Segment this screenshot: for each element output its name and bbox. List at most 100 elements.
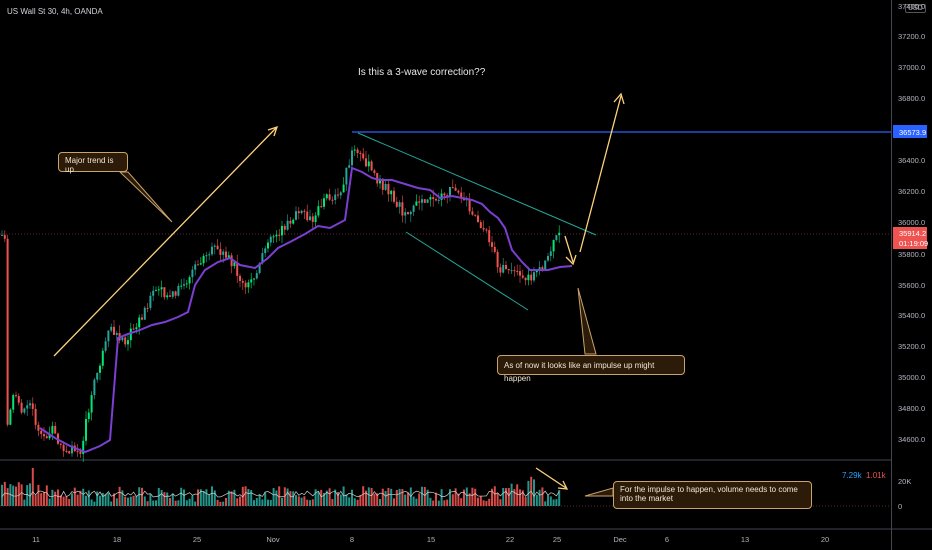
candle-body bbox=[225, 251, 227, 258]
candle-body bbox=[177, 285, 180, 296]
volume-note[interactable]: For the impulse to happen, volume needs … bbox=[613, 481, 812, 509]
volume-bar bbox=[300, 497, 303, 506]
candle-body bbox=[141, 317, 143, 320]
candle-body bbox=[314, 215, 317, 222]
candle-body bbox=[367, 161, 370, 167]
volume-bars-group bbox=[1, 467, 561, 506]
channel-upper-line[interactable] bbox=[357, 132, 597, 236]
channel-lower-line[interactable] bbox=[405, 231, 529, 311]
volume-bar bbox=[87, 490, 90, 506]
volume-bar bbox=[482, 500, 485, 506]
volume-bar bbox=[85, 495, 87, 506]
candle-body bbox=[20, 402, 23, 413]
volume-bar bbox=[558, 490, 561, 506]
price-tick: 34600.0 bbox=[898, 435, 926, 444]
volume-bar bbox=[104, 493, 107, 506]
candle-body bbox=[160, 287, 163, 290]
volume-bar bbox=[376, 493, 379, 506]
time-tick: Dec bbox=[613, 535, 627, 544]
volume-bar bbox=[149, 493, 152, 506]
candle-body bbox=[174, 291, 177, 296]
candle-body bbox=[323, 198, 325, 207]
volume-bar bbox=[454, 488, 457, 506]
candle-body bbox=[213, 245, 216, 247]
candle-body bbox=[306, 211, 309, 221]
price-tick: 35800.0 bbox=[898, 250, 926, 259]
time-tick: 15 bbox=[426, 535, 436, 544]
volume-bar bbox=[446, 499, 449, 506]
trend-note[interactable]: Major trend is up bbox=[58, 152, 128, 174]
title-question: Is this a 3-wave correction?? bbox=[358, 67, 486, 78]
volume-bar bbox=[194, 501, 197, 506]
volume-arrow[interactable] bbox=[535, 467, 569, 490]
dip-arrow[interactable] bbox=[564, 235, 577, 266]
candle-body bbox=[524, 277, 527, 281]
volume-bar bbox=[421, 486, 423, 506]
candle-body bbox=[443, 193, 446, 196]
candle-body bbox=[320, 206, 323, 208]
volume-bar bbox=[320, 489, 323, 506]
trend-arrow[interactable] bbox=[53, 125, 279, 357]
volume-bar bbox=[141, 487, 143, 506]
price-tick: 36200.0 bbox=[898, 187, 926, 196]
candle-body bbox=[345, 167, 348, 185]
candle-body bbox=[541, 267, 544, 270]
volume-bar bbox=[505, 488, 507, 506]
volume-bar bbox=[124, 496, 127, 506]
time-tick: 8 bbox=[349, 535, 355, 544]
candle-body bbox=[325, 194, 328, 199]
currency-button[interactable]: USD bbox=[905, 4, 926, 13]
candle-body bbox=[211, 246, 213, 255]
candle-body bbox=[241, 280, 244, 283]
candle-body bbox=[474, 214, 477, 216]
volume-bar bbox=[169, 498, 171, 506]
volume-bar bbox=[499, 499, 502, 506]
candle-body bbox=[255, 273, 258, 279]
candle-body bbox=[485, 229, 488, 231]
candle-body bbox=[76, 451, 79, 453]
candle-body bbox=[253, 278, 255, 280]
last-price-tag-bg bbox=[893, 227, 927, 249]
volume-bar bbox=[513, 489, 516, 506]
candle-body bbox=[129, 328, 132, 341]
volume-bar bbox=[68, 499, 71, 506]
price-tick: 34800.0 bbox=[898, 404, 926, 413]
candle-body bbox=[499, 267, 502, 273]
candle-body bbox=[34, 408, 37, 425]
candle-body bbox=[362, 153, 365, 159]
candle-body bbox=[222, 251, 225, 255]
impulse-arrow[interactable] bbox=[579, 92, 625, 253]
candle-body bbox=[269, 236, 272, 243]
volume-bar bbox=[93, 501, 96, 506]
candles-group bbox=[1, 145, 561, 462]
candle-body bbox=[96, 372, 99, 380]
candle-body bbox=[99, 365, 101, 373]
candle-body bbox=[429, 197, 432, 200]
volume-bar bbox=[311, 499, 314, 506]
candle-body bbox=[31, 403, 34, 409]
candle-body bbox=[85, 418, 87, 441]
volume-bar bbox=[451, 494, 454, 506]
candle-body bbox=[415, 201, 418, 206]
candle-body bbox=[43, 434, 45, 437]
candle-body bbox=[135, 327, 138, 330]
candle-body bbox=[505, 264, 507, 269]
volume-bar bbox=[538, 489, 541, 506]
volume-bar bbox=[353, 498, 356, 506]
candle-body bbox=[152, 290, 155, 296]
volume-bar bbox=[26, 485, 29, 506]
volume-bar bbox=[544, 501, 547, 506]
candle-body bbox=[101, 350, 104, 366]
volume-bar bbox=[519, 489, 521, 506]
symbol-header: US Wall St 30, 4h, OANDA bbox=[7, 7, 103, 16]
volume-bar bbox=[239, 496, 241, 506]
candle-body bbox=[339, 192, 342, 196]
volume-bar bbox=[373, 493, 376, 506]
time-tick: 13 bbox=[740, 535, 750, 544]
volume-bar bbox=[96, 491, 99, 506]
candle-body bbox=[281, 225, 283, 236]
impulse-note[interactable]: As of now it looks like an impulse up mi… bbox=[497, 355, 685, 383]
price-axis[interactable] bbox=[891, 0, 932, 550]
candle-body bbox=[202, 255, 205, 264]
